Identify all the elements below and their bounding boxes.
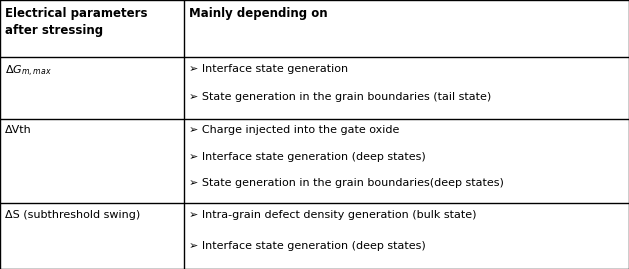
Text: ➢ Interface state generation: ➢ Interface state generation xyxy=(189,64,348,74)
Text: ➢ Interface state generation (deep states): ➢ Interface state generation (deep state… xyxy=(189,152,425,162)
Text: ➢ State generation in the grain boundaries(deep states): ➢ State generation in the grain boundari… xyxy=(189,178,504,188)
Text: $\Delta G_{m,max}$: $\Delta G_{m,max}$ xyxy=(5,64,52,79)
Text: Mainly depending on: Mainly depending on xyxy=(189,7,327,20)
Text: ΔVth: ΔVth xyxy=(5,125,32,135)
Text: ΔS (subthreshold swing): ΔS (subthreshold swing) xyxy=(5,210,140,220)
Text: ➢ Intra-grain defect density generation (bulk state): ➢ Intra-grain defect density generation … xyxy=(189,210,476,220)
Text: ➢ Interface state generation (deep states): ➢ Interface state generation (deep state… xyxy=(189,241,425,251)
Text: ➢ State generation in the grain boundaries (tail state): ➢ State generation in the grain boundari… xyxy=(189,92,491,102)
Text: ➢ Charge injected into the gate oxide: ➢ Charge injected into the gate oxide xyxy=(189,125,399,135)
Text: Electrical parameters
after stressing: Electrical parameters after stressing xyxy=(5,7,148,37)
